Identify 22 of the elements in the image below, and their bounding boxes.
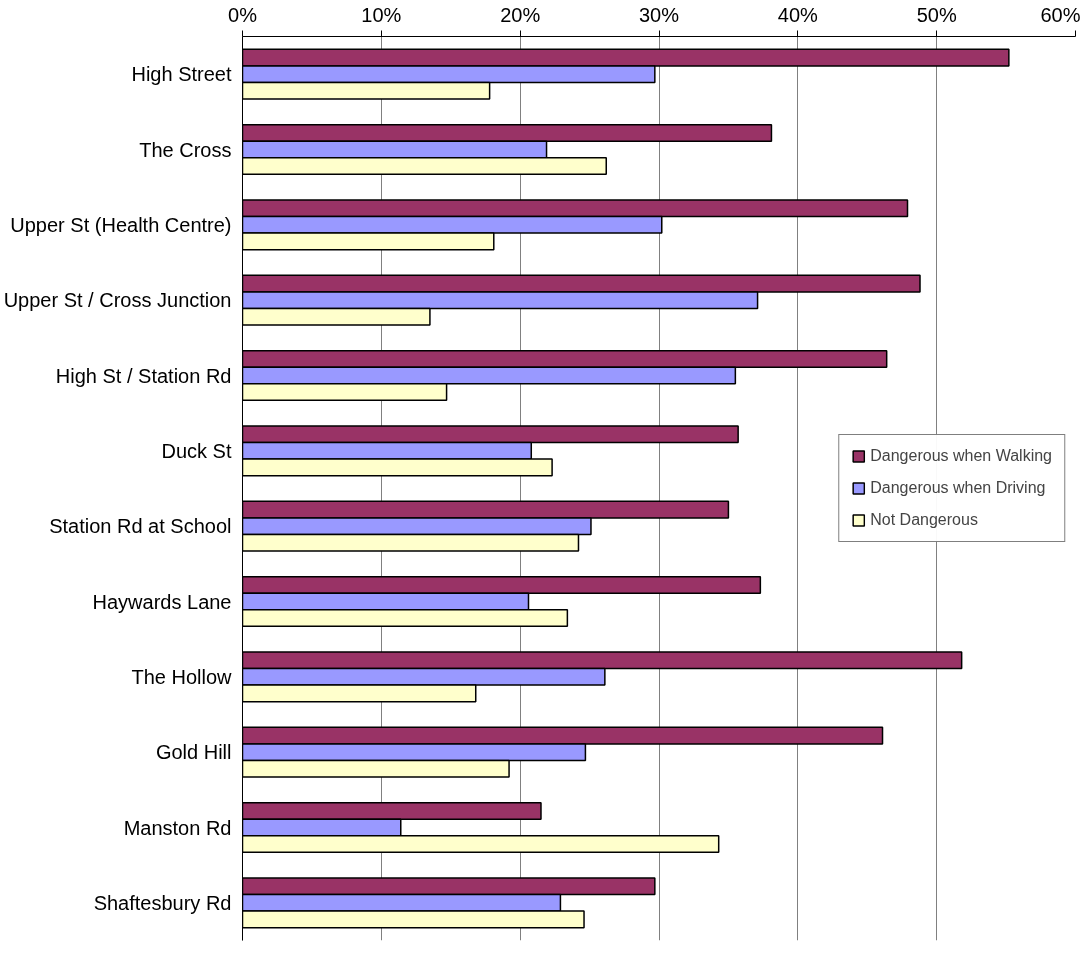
y-tick-label: Upper St (Health Centre) xyxy=(10,213,232,236)
x-tick-label: 20% xyxy=(500,3,541,26)
x-tick-label: 60% xyxy=(1040,3,1081,26)
y-tick-label: High Street xyxy=(131,63,232,86)
legend-label: Dangerous when Walking xyxy=(870,447,1052,465)
y-tick-label: Duck St xyxy=(161,439,232,462)
y-tick-label: Shaftesbury Rd xyxy=(93,891,232,914)
y-tick-label: Manston Rd xyxy=(123,816,232,839)
y-tick-label: High St / Station Rd xyxy=(55,364,232,387)
y-tick-label: The Hollow xyxy=(131,665,233,688)
x-tick-label: 30% xyxy=(638,3,680,26)
y-tick-label: Haywards Lane xyxy=(92,590,232,613)
legend-label: Not Dangerous xyxy=(870,511,978,529)
y-tick-label: Gold Hill xyxy=(155,741,232,764)
x-tick-label: 40% xyxy=(777,3,819,26)
y-tick-label: The Cross xyxy=(139,138,232,161)
x-tick-label: 50% xyxy=(916,3,957,26)
x-tick-label: 0% xyxy=(228,3,258,26)
legend-label: Dangerous when Driving xyxy=(870,479,1046,497)
x-tick-label: 10% xyxy=(361,3,402,26)
y-tick-label: Station Rd at School xyxy=(49,515,232,538)
y-tick-label: Upper St / Cross Junction xyxy=(3,289,232,312)
